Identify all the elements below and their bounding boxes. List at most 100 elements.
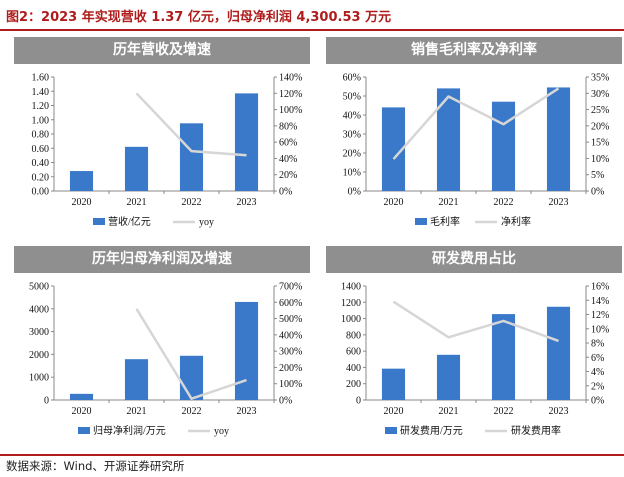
right-tick-label: 200%: [279, 363, 302, 374]
right-tick-label: 15%: [591, 138, 609, 149]
left-tick-label: 5000: [29, 282, 49, 293]
right-tick-label: 700%: [279, 282, 302, 293]
right-tick-label: 0%: [591, 396, 604, 407]
left-tick-label: 0.60: [32, 144, 50, 155]
left-tick-label: 1.00: [32, 115, 50, 126]
bar: [69, 393, 94, 400]
bar: [436, 354, 461, 400]
left-tick-label: 20%: [343, 149, 361, 160]
title-rule: [0, 29, 624, 31]
left-tick-label: 600: [346, 347, 361, 358]
panel-rd: 研发费用占比 0 200 400 600 800 1000 1200 1400 0% 2% 4% 6%…: [326, 246, 622, 444]
x-tick-label: 2021: [127, 197, 147, 208]
left-tick-label: 200: [346, 379, 361, 390]
bar: [69, 171, 94, 191]
x-tick-label: 2020: [72, 197, 92, 208]
right-tick-label: 20%: [279, 170, 297, 181]
right-tick-label: 60%: [279, 138, 297, 149]
right-tick-label: 20%: [591, 121, 609, 132]
bar: [179, 123, 204, 191]
right-tick-label: 16%: [591, 282, 609, 293]
legend-line-label: yoy: [199, 217, 214, 228]
left-tick-label: 400: [346, 363, 361, 374]
x-tick-label: 2020: [384, 406, 404, 417]
left-tick-label: 800: [346, 330, 361, 341]
rd-chart: 0 200 400 600 800 1000 1200 1400 0% 2% 4% 6% 8% 10% 12…: [341, 282, 609, 438]
right-tick-label: 10%: [591, 154, 609, 165]
panel-title: 销售毛利率及净利率: [326, 37, 622, 64]
left-tick-label: 1.20: [32, 101, 50, 112]
left-tick-label: 3000: [29, 327, 49, 338]
bar: [381, 368, 406, 400]
right-tick-label: 0%: [591, 187, 604, 198]
right-tick-label: 40%: [279, 154, 297, 165]
legend-bar-label: 研发费用/万元: [400, 424, 463, 437]
left-tick-label: 40%: [343, 111, 361, 122]
panel-title: 历年营收及增速: [14, 37, 310, 64]
left-tick-label: 0: [356, 396, 361, 407]
footer-rule: [0, 454, 624, 456]
right-tick-label: 0%: [279, 187, 292, 198]
panel-net-profit: 历年归母净利润及增速 0 1000 2000 3000 4000 5000 0% 100% 20…: [14, 246, 310, 444]
bar: [234, 301, 259, 400]
x-tick-label: 2022: [182, 197, 202, 208]
left-tick-label: 2000: [29, 350, 49, 361]
legend-bar-label: 营收/亿元: [108, 215, 151, 228]
left-tick-label: 0.20: [32, 172, 50, 183]
left-tick-label: 0.40: [32, 158, 50, 169]
right-tick-label: 140%: [279, 73, 302, 84]
left-tick-label: 1.40: [32, 87, 50, 98]
left-tick-label: 10%: [343, 168, 361, 179]
left-tick-label: 0: [44, 396, 49, 407]
legend-bar-label: 毛利率: [430, 215, 460, 228]
x-tick-label: 2021: [439, 197, 459, 208]
right-tick-label: 25%: [591, 105, 609, 116]
margin-chart: 0% 10% 20% 30% 40% 50% 60% 0% 5% 10% 15% 20% 25% 30% 3…: [343, 73, 610, 229]
right-tick-label: 35%: [591, 73, 609, 84]
x-tick-label: 2022: [494, 406, 514, 417]
bar: [491, 101, 516, 191]
bar: [124, 359, 149, 400]
left-tick-label: 1.60: [32, 73, 50, 84]
right-tick-label: 5%: [591, 170, 604, 181]
left-tick-label: 50%: [343, 92, 361, 103]
right-tick-label: 8%: [591, 339, 604, 350]
revenue-chart: 0.00 0.20 0.40 0.60 0.80 1.00 1.20 1.40 1.60 0% 20…: [32, 73, 303, 229]
series-line: [135, 308, 247, 400]
left-tick-label: 60%: [343, 73, 361, 84]
legend-line-label: yoy: [214, 426, 229, 437]
right-tick-label: 100%: [279, 379, 302, 390]
panel-title: 历年归母净利润及增速: [14, 246, 310, 273]
left-tick-label: 1200: [341, 298, 361, 309]
legend-line-label: 研发费用率: [511, 424, 561, 437]
legend-bar-swatch: [415, 218, 427, 225]
right-tick-label: 4%: [591, 367, 604, 378]
legend-bar-label: 归母净利润/万元: [93, 424, 166, 437]
x-tick-label: 2023: [549, 197, 569, 208]
right-tick-label: 120%: [279, 89, 302, 100]
legend-bar-swatch: [93, 218, 105, 225]
legend-line-label: 净利率: [501, 215, 531, 228]
net-profit-chart: 0 1000 2000 3000 4000 5000 0% 100% 200% 300% 400% 5…: [29, 282, 302, 438]
right-tick-label: 80%: [279, 121, 297, 132]
right-tick-label: 400%: [279, 330, 302, 341]
right-tick-label: 6%: [591, 353, 604, 364]
x-tick-label: 2023: [237, 406, 257, 417]
right-tick-label: 0%: [279, 396, 292, 407]
source-note: 数据来源：Wind、开源证券研究所: [6, 459, 185, 473]
series-line: [135, 92, 247, 157]
x-tick-label: 2021: [439, 406, 459, 417]
right-tick-label: 600%: [279, 298, 302, 309]
left-tick-label: 30%: [343, 130, 361, 141]
x-tick-label: 2022: [182, 406, 202, 417]
right-tick-label: 500%: [279, 314, 302, 325]
x-tick-label: 2023: [237, 197, 257, 208]
right-tick-label: 2%: [591, 381, 604, 392]
figure-title: 图2：2023 年实现营收 1.37 亿元，归母净利润 4,300.53 万元: [6, 10, 392, 25]
bar: [491, 314, 516, 400]
bar: [546, 306, 571, 400]
x-tick-label: 2021: [127, 406, 147, 417]
x-tick-label: 2023: [549, 406, 569, 417]
right-tick-label: 30%: [591, 89, 609, 100]
right-tick-label: 100%: [279, 105, 302, 116]
